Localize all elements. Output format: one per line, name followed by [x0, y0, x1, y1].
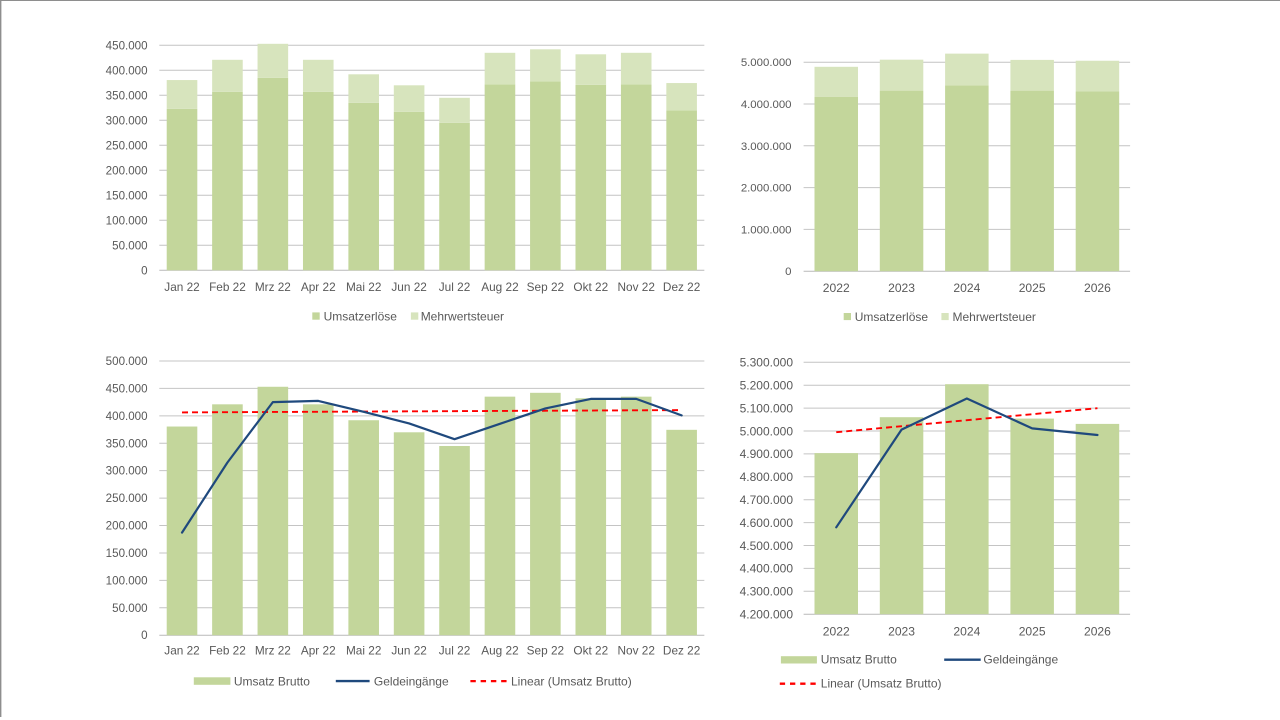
svg-text:Okt 22: Okt 22	[573, 644, 608, 658]
svg-text:2025: 2025	[1019, 281, 1046, 295]
svg-text:300.000: 300.000	[106, 465, 148, 478]
svg-text:4.900.000: 4.900.000	[740, 447, 794, 461]
svg-text:Apr 22: Apr 22	[301, 644, 336, 658]
svg-text:Geldeingänge: Geldeingänge	[983, 653, 1058, 667]
svg-text:350.000: 350.000	[106, 89, 148, 102]
svg-text:Mehrwertsteuer: Mehrwertsteuer	[421, 309, 504, 323]
svg-text:350.000: 350.000	[106, 437, 148, 450]
svg-text:Mehrwertsteuer: Mehrwertsteuer	[953, 310, 1036, 324]
svg-text:Feb 22: Feb 22	[209, 280, 246, 294]
svg-text:Jan 22: Jan 22	[164, 644, 199, 658]
svg-text:300.000: 300.000	[106, 114, 148, 127]
svg-text:50.000: 50.000	[112, 239, 147, 252]
svg-text:5.200.000: 5.200.000	[740, 379, 794, 393]
svg-text:5.300.000: 5.300.000	[740, 356, 794, 370]
svg-text:Linear (Umsatz Brutto): Linear (Umsatz Brutto)	[511, 674, 632, 688]
svg-text:2026: 2026	[1084, 281, 1111, 295]
svg-text:Mai 22: Mai 22	[346, 280, 381, 294]
svg-text:500.000: 500.000	[106, 355, 148, 368]
svg-text:200.000: 200.000	[106, 164, 148, 177]
svg-text:Dez 22: Dez 22	[663, 644, 700, 658]
svg-text:200.000: 200.000	[106, 520, 148, 533]
svg-text:450.000: 450.000	[106, 382, 148, 395]
svg-text:400.000: 400.000	[106, 410, 148, 423]
svg-text:4.600.000: 4.600.000	[740, 516, 794, 530]
svg-text:Sep 22: Sep 22	[527, 644, 564, 658]
svg-text:1.000.000: 1.000.000	[741, 224, 792, 236]
svg-text:Mai 22: Mai 22	[346, 644, 381, 658]
svg-text:Nov 22: Nov 22	[618, 644, 655, 658]
svg-text:Mrz 22: Mrz 22	[255, 280, 291, 294]
svg-text:Aug 22: Aug 22	[481, 644, 518, 658]
svg-text:Linear (Umsatz Brutto): Linear (Umsatz Brutto)	[821, 677, 942, 691]
svg-text:400.000: 400.000	[106, 64, 148, 77]
svg-text:5.100.000: 5.100.000	[740, 401, 794, 415]
svg-text:Okt 22: Okt 22	[573, 280, 608, 294]
svg-text:5.000.000: 5.000.000	[741, 57, 792, 69]
svg-text:0: 0	[785, 266, 791, 278]
svg-text:2024: 2024	[953, 624, 980, 638]
svg-text:3.000.000: 3.000.000	[741, 141, 792, 153]
svg-text:4.300.000: 4.300.000	[740, 585, 794, 599]
svg-text:4.000.000: 4.000.000	[741, 99, 792, 111]
svg-text:4.500.000: 4.500.000	[740, 539, 794, 553]
svg-text:Sep 22: Sep 22	[527, 280, 564, 294]
svg-text:Umsatz Brutto: Umsatz Brutto	[821, 653, 897, 667]
svg-text:2026: 2026	[1084, 624, 1111, 638]
svg-text:2024: 2024	[953, 281, 980, 295]
svg-text:4.800.000: 4.800.000	[740, 470, 794, 484]
svg-text:150.000: 150.000	[106, 547, 148, 560]
svg-text:4.200.000: 4.200.000	[740, 608, 794, 622]
svg-text:Umsatz Brutto: Umsatz Brutto	[234, 674, 310, 688]
svg-text:Mrz 22: Mrz 22	[255, 644, 291, 658]
svg-text:250.000: 250.000	[106, 492, 148, 505]
svg-text:0: 0	[141, 264, 147, 277]
svg-text:450.000: 450.000	[106, 39, 148, 52]
svg-text:Geldeingänge: Geldeingänge	[374, 674, 449, 688]
svg-text:Jun 22: Jun 22	[391, 644, 426, 658]
svg-text:2.000.000: 2.000.000	[741, 183, 792, 195]
svg-text:150.000: 150.000	[106, 189, 148, 202]
svg-text:Feb 22: Feb 22	[209, 644, 246, 658]
svg-text:2022: 2022	[823, 281, 850, 295]
svg-text:2023: 2023	[888, 624, 915, 638]
svg-text:Jul 22: Jul 22	[439, 644, 470, 658]
svg-text:4.400.000: 4.400.000	[740, 562, 794, 576]
svg-text:Jan 22: Jan 22	[164, 280, 199, 294]
svg-text:2025: 2025	[1019, 624, 1046, 638]
svg-text:100.000: 100.000	[106, 574, 148, 587]
svg-text:Jun 22: Jun 22	[391, 280, 426, 294]
svg-text:Apr 22: Apr 22	[301, 280, 336, 294]
svg-text:Dez 22: Dez 22	[663, 280, 700, 294]
svg-text:4.700.000: 4.700.000	[740, 493, 794, 507]
svg-text:Jul 22: Jul 22	[439, 280, 470, 294]
svg-text:2022: 2022	[823, 624, 850, 638]
svg-text:100.000: 100.000	[106, 214, 148, 227]
svg-text:Umsatzerlöse: Umsatzerlöse	[324, 309, 398, 323]
svg-text:50.000: 50.000	[112, 602, 147, 615]
svg-text:Aug 22: Aug 22	[481, 280, 518, 294]
svg-text:Umsatzerlöse: Umsatzerlöse	[855, 310, 929, 324]
svg-text:0: 0	[141, 629, 147, 642]
svg-text:Nov 22: Nov 22	[618, 280, 655, 294]
svg-text:250.000: 250.000	[106, 139, 148, 152]
svg-text:2023: 2023	[888, 281, 915, 295]
svg-text:5.000.000: 5.000.000	[740, 424, 794, 438]
